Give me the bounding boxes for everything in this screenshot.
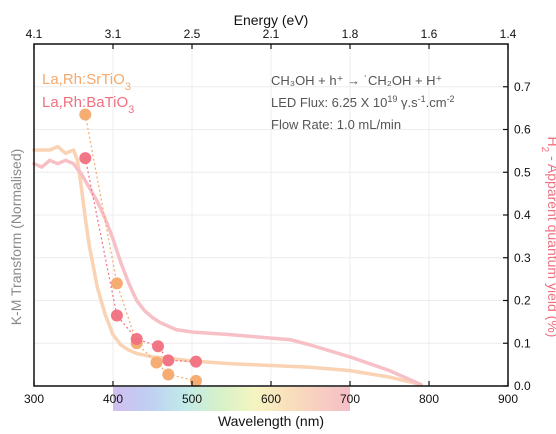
aqy-point-0 — [110, 277, 123, 290]
top-ticks: 4.1 3.1 2.5 2.1 1.8 1.6 1.4 — [26, 27, 517, 49]
top-tick-label: 3.1 — [105, 27, 122, 41]
left-axis-title: K-M Transform (Normalised) — [8, 149, 24, 326]
x-ticks: 300 400 500 600 700 800 900 — [24, 381, 518, 406]
right-title-prefix: H — [545, 137, 556, 147]
top-tick-label: 1.4 — [500, 27, 517, 41]
aqy-point-0 — [150, 356, 163, 369]
ann-flux-mid: γ.s — [397, 95, 418, 110]
right-ticks: 0.0 0.1 0.2 0.3 0.4 0.5 0.6 0.7 — [503, 80, 531, 393]
right-tick-label: 0.1 — [514, 336, 531, 350]
legend-sr-main: La,Rh:SrTiO — [42, 71, 125, 88]
aqy-point-1 — [130, 333, 143, 345]
x-tick-label: 700 — [340, 392, 360, 406]
right-tick-label: 0.0 — [514, 379, 531, 393]
aqy-point-1 — [152, 340, 164, 353]
aqy-point-1 — [79, 152, 92, 165]
top-tick-label: 4.1 — [26, 27, 43, 41]
km-lines — [32, 144, 423, 387]
legend-ba-sub: 3 — [128, 104, 134, 116]
top-axis-title: Energy (eV) — [234, 12, 309, 28]
annotations: CH₃OH + h⁺ → ˙CH₂OH + H⁺ LED Flux: 6.25 … — [271, 73, 455, 132]
x-tick-label: 300 — [24, 392, 44, 406]
annotation-led-flux: LED Flux: 6.25 X 1019 γ.s-1.cm-2 — [271, 94, 455, 110]
top-tick-label: 1.8 — [342, 27, 359, 41]
ann-flux-exp3: -2 — [447, 94, 455, 104]
aqy-series — [79, 108, 202, 387]
top-tick-label: 1.6 — [421, 27, 438, 41]
legend: La,Rh:SrTiO3 La,Rh:BaTiO3 — [42, 71, 134, 116]
x-tick-label: 500 — [182, 392, 202, 406]
legend-item-srtio3: La,Rh:SrTiO3 — [42, 71, 131, 93]
ann-flux-exp2: -1 — [418, 94, 426, 104]
ann-flux-exp: 19 — [387, 94, 397, 104]
right-tick-label: 0.3 — [514, 251, 531, 265]
x-tick-label: 600 — [261, 392, 281, 406]
top-tick-label: 2.1 — [263, 27, 280, 41]
right-tick-label: 0.7 — [514, 80, 531, 94]
aqy-point-1 — [162, 354, 175, 367]
right-tick-label: 0.4 — [514, 208, 531, 222]
right-tick-label: 0.2 — [514, 294, 531, 308]
ann-flux-mid2: .cm — [426, 95, 447, 110]
x-tick-label: 900 — [498, 392, 518, 406]
x-axis-title: Wavelength (nm) — [218, 413, 324, 429]
right-title-sub: 2 — [540, 147, 551, 153]
aqy-point-1 — [190, 355, 202, 368]
x-tick-label: 800 — [419, 392, 439, 406]
aqy-point-0 — [79, 108, 92, 121]
annotation-flow-rate: Flow Rate: 1.0 mL/min — [271, 117, 401, 132]
km-line-0 — [32, 144, 423, 387]
legend-sr-sub: 3 — [125, 81, 131, 93]
legend-ba-main: La,Rh:BaTiO — [42, 94, 128, 111]
top-tick-label: 2.5 — [184, 27, 201, 41]
right-tick-label: 0.5 — [514, 165, 531, 179]
ann-flux-prefix: LED Flux: 6.25 X 10 — [271, 95, 387, 110]
legend-item-batio3: La,Rh:BaTiO3 — [42, 94, 134, 116]
right-title-rest: - Apparent quantum yield (%) — [545, 152, 556, 337]
km-line-1 — [32, 158, 423, 387]
right-tick-label: 0.6 — [514, 123, 531, 137]
x-tick-label: 400 — [103, 392, 123, 406]
aqy-point-1 — [110, 309, 123, 322]
visible-spectrum-band — [113, 387, 350, 411]
aqy-point-0 — [190, 374, 202, 387]
grid-lines — [33, 44, 509, 387]
right-axis-title: H2 - Apparent quantum yield (%) — [540, 137, 556, 338]
annotation-reaction: CH₃OH + h⁺ → ˙CH₂OH + H⁺ — [271, 73, 442, 88]
aqy-point-0 — [162, 368, 175, 381]
